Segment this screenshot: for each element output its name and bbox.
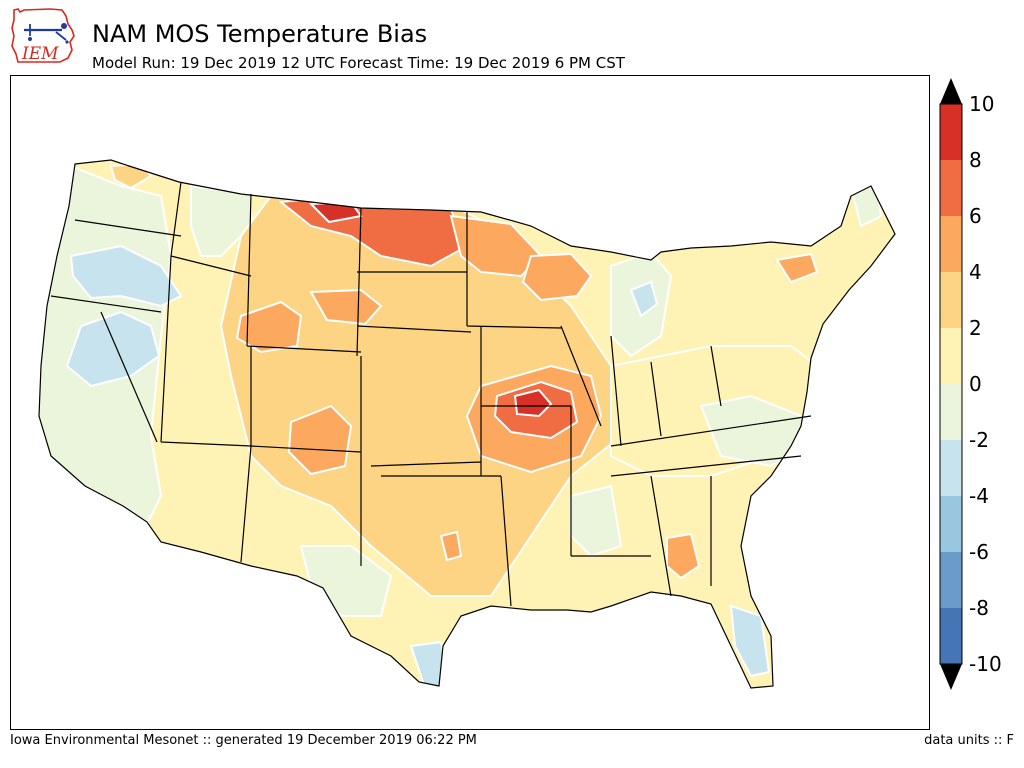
colorbar-tick-label: 10 [969, 92, 995, 116]
colorbar-tick-label: -4 [969, 484, 989, 508]
colorbar-tick-label: -6 [969, 540, 989, 564]
bias-contours [39, 162, 883, 688]
model-run-subtitle: Model Run: 19 Dec 2019 12 UTC Forecast T… [92, 54, 625, 72]
colorbar-bands [939, 78, 963, 690]
colorbar-band [940, 272, 962, 328]
colorbar-band [940, 440, 962, 496]
svg-text:IEM: IEM [21, 44, 59, 64]
map-panel [10, 75, 930, 730]
colorbar-band [940, 552, 962, 608]
colorbar-band [940, 216, 962, 272]
colorbar-tick-label: 2 [969, 316, 982, 340]
state-borders [38, 159, 896, 689]
colorbar-tick-label: 0 [969, 372, 982, 396]
iem-logo: IEM [11, 8, 75, 64]
footer-units: data units :: F [924, 733, 1014, 748]
colorbar-band [940, 104, 962, 160]
temperature-bias-map [38, 159, 896, 689]
colorbar-outline [939, 103, 963, 665]
colorbar-tick-label: -2 [969, 428, 989, 452]
colorbar-under-arrow [940, 664, 962, 690]
colorbar-tick-label: -8 [969, 596, 989, 620]
footer-credit: Iowa Environmental Mesonet :: generated … [10, 733, 477, 748]
colorbar-over-arrow [940, 78, 962, 104]
colorbar-tick-label: 4 [969, 260, 982, 284]
colorbar-band [940, 328, 962, 384]
colorbar-tick-label: 8 [969, 148, 982, 172]
colorbar [939, 78, 963, 690]
colorbar-tick-label: -10 [969, 652, 1002, 676]
colorbar-tick-label: 6 [969, 204, 982, 228]
map-title: NAM MOS Temperature Bias [92, 20, 428, 48]
colorbar-band [940, 608, 962, 664]
colorbar-band [940, 384, 962, 440]
colorbar-band [940, 496, 962, 552]
colorbar-band [940, 160, 962, 216]
